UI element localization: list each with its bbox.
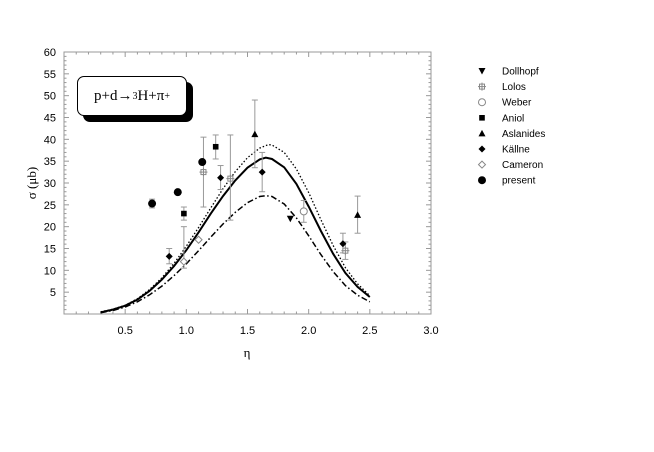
y-tick-label: 60 — [44, 47, 56, 59]
legend-entry: Lolos — [502, 82, 526, 93]
legend-marker — [479, 115, 485, 121]
x-tick-label: 0.5 — [118, 325, 133, 337]
data-point-diamond — [339, 240, 347, 248]
x-tick-label: 2.5 — [362, 325, 377, 337]
data-point-cross-open — [341, 246, 350, 255]
data-point-circle — [198, 158, 207, 167]
data-point-diamond — [165, 252, 173, 260]
legend-entry: Weber — [502, 98, 532, 109]
y-tick-label: 10 — [44, 265, 56, 277]
legend-entry: Aslanides — [502, 129, 545, 140]
error-bars — [149, 99, 361, 269]
data-point-diamond-open — [194, 235, 203, 244]
reaction-product: H+π — [137, 87, 165, 104]
legend-entry: present — [502, 176, 536, 187]
reaction-arrow: → — [117, 87, 133, 104]
legend-marker — [478, 82, 486, 91]
legend-entry: Aniol — [502, 113, 524, 124]
y-tick-label: 50 — [44, 91, 56, 103]
legend-entry: Cameron — [502, 160, 543, 171]
legend-marker — [478, 145, 486, 153]
y-tick-label: 20 — [44, 222, 56, 234]
data-point-circle-open — [299, 207, 308, 216]
y-tick-label: 25 — [44, 200, 56, 212]
legend-marker — [477, 160, 487, 169]
y-tick-label: 30 — [44, 178, 56, 190]
legend-marker — [478, 68, 486, 75]
data-point-square — [212, 143, 219, 150]
y-tick-label: 55 — [44, 69, 56, 81]
curve-dash-dot — [100, 194, 371, 314]
y-tick-label: 15 — [44, 244, 56, 256]
data-point-triangle-up — [251, 130, 259, 138]
data-point-circle — [148, 199, 157, 208]
legend: Dollhopf Lolos Weber Aniol Aslanides Källne Ca… — [477, 67, 545, 187]
legend-marker — [478, 98, 486, 107]
data-point-triangle-up — [354, 211, 362, 218]
y-axis-title: σ (μb) — [24, 167, 39, 199]
data-point-diamond — [258, 168, 266, 176]
data-point-cross-open — [199, 168, 208, 177]
y-tick-label: 40 — [44, 134, 56, 146]
x-axis-title: η — [244, 345, 251, 360]
axis-ticks — [64, 51, 432, 314]
data-point-diamond — [217, 174, 225, 182]
model-curves — [100, 143, 371, 314]
y-tick-label: 45 — [44, 113, 56, 125]
legend-entry: Dollhopf — [502, 67, 539, 78]
y-tick-label: 35 — [44, 156, 56, 168]
reaction-label: p+d → 3 H+π + — [77, 76, 187, 116]
data-point-triangle-down — [286, 215, 294, 223]
data-point-cross-open — [226, 174, 235, 183]
y-tick-label: 5 — [50, 287, 56, 299]
reaction-lhs: p+d — [94, 87, 118, 104]
curve-solid — [100, 156, 371, 314]
x-tick-label: 1.0 — [179, 325, 194, 337]
legend-marker — [478, 176, 486, 185]
reaction-charge: + — [164, 90, 170, 102]
legend-entry: Källne — [502, 145, 530, 156]
data-point-circle — [173, 188, 182, 197]
data-point-square — [181, 210, 187, 217]
reaction-mass-number: 3 — [132, 90, 138, 102]
tick-labels: 0.5 1.0 1.5 2.0 2.5 3.0 5 10 15 20 25 30 35 40 45 50 55 6… — [44, 47, 439, 337]
x-tick-label: 2.0 — [301, 325, 316, 337]
x-tick-label: 1.5 — [240, 325, 255, 337]
data-points — [148, 130, 362, 266]
data-point-diamond-open — [179, 257, 189, 266]
x-tick-label: 3.0 — [423, 325, 438, 337]
curve-dotted — [100, 143, 371, 313]
legend-marker — [478, 129, 486, 137]
